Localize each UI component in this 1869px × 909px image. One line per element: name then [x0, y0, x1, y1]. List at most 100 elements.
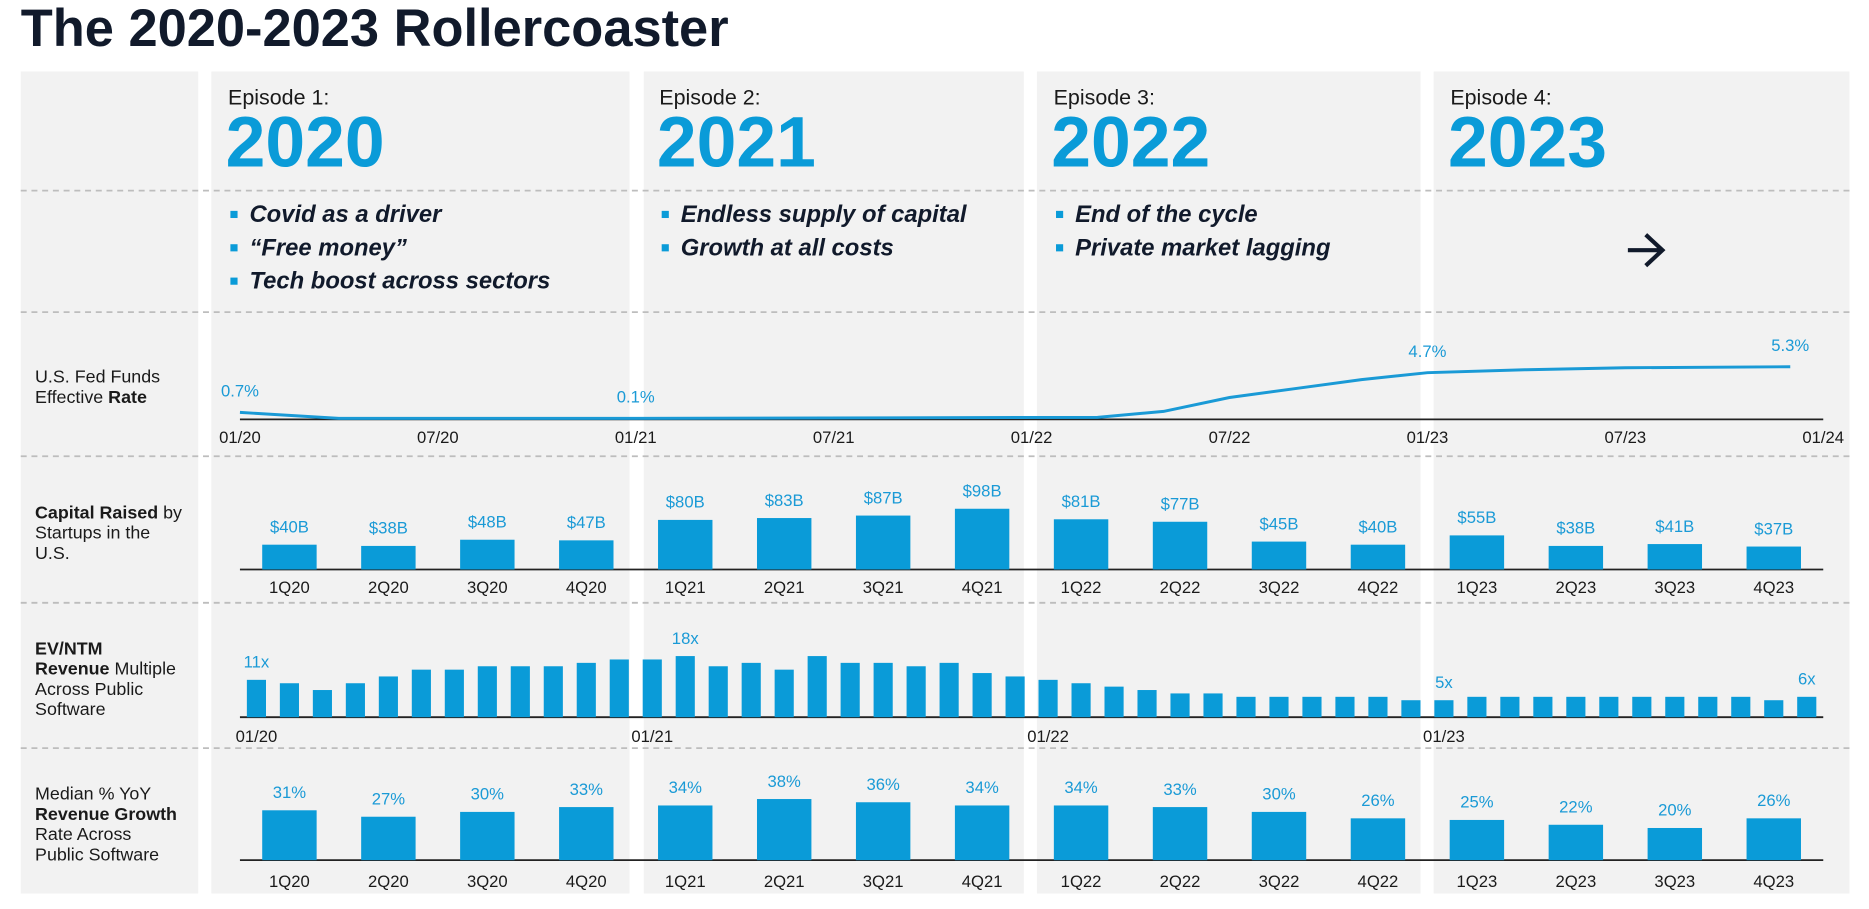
bar [855, 802, 911, 861]
bar [279, 683, 299, 718]
bar [1203, 693, 1223, 718]
x-tick-label: 07/23 [1604, 428, 1646, 447]
x-tick-label: 2Q21 [764, 872, 805, 891]
bar [246, 679, 267, 718]
x-tick-label: 1Q23 [1457, 578, 1498, 597]
row-label: Effective Rate [35, 387, 147, 407]
bar [1350, 544, 1406, 570]
data-label: 11x [244, 653, 270, 672]
row-label: Revenue Growth [35, 804, 177, 824]
bar [460, 811, 515, 861]
bar [708, 666, 728, 718]
episode-label: Episode 2: [659, 86, 760, 110]
bar [1251, 541, 1307, 570]
bar [1698, 696, 1718, 718]
bar [756, 518, 812, 570]
bar [460, 539, 515, 570]
bar [1368, 696, 1388, 718]
row-label: EV/NTM [35, 638, 102, 658]
bar [1764, 700, 1784, 718]
bar [361, 816, 416, 861]
x-tick-label: 4Q23 [1753, 578, 1794, 597]
bar [1053, 519, 1109, 570]
data-label: $77B [1161, 494, 1200, 513]
x-tick-label: 4Q23 [1753, 872, 1794, 891]
x-tick-label: 2Q20 [368, 578, 409, 597]
data-label: $45B [1260, 514, 1299, 533]
bullet-text: “Free money” [249, 234, 407, 261]
bar [262, 810, 317, 861]
x-tick-label: 4Q21 [962, 872, 1003, 891]
row-label-part: Capital Raised [35, 502, 158, 522]
bullet-text: Endless supply of capital [681, 201, 968, 228]
bar [1053, 805, 1109, 861]
bar [576, 662, 596, 718]
bar [658, 805, 713, 861]
data-label: $81B [1062, 492, 1101, 511]
bar [510, 666, 530, 718]
data-label: 27% [372, 789, 406, 808]
data-label: 6x [1798, 670, 1816, 689]
bar [741, 662, 761, 718]
bar [1152, 807, 1208, 861]
x-tick-label: 1Q22 [1061, 578, 1102, 597]
bar [1566, 696, 1586, 718]
bullet-marker [230, 277, 238, 285]
x-tick-label: 3Q21 [863, 872, 904, 891]
bar [1401, 700, 1421, 718]
x-tick-label: 4Q20 [566, 872, 607, 891]
data-label: 0.7% [221, 382, 259, 401]
x-tick-label: 3Q23 [1654, 872, 1695, 891]
row-label: Rate Across [35, 824, 131, 844]
bar [1548, 545, 1604, 570]
bar [1350, 818, 1406, 861]
x-tick-label: 1Q21 [665, 872, 706, 891]
bar [262, 544, 317, 570]
data-label: $80B [666, 493, 705, 512]
bar [855, 515, 911, 570]
data-label: $40B [1358, 517, 1397, 536]
data-label: 31% [273, 783, 307, 802]
episode-panel [211, 71, 630, 894]
bullet-text: Private market lagging [1075, 234, 1331, 261]
bullet-text: Tech boost across sectors [249, 268, 550, 295]
bar [756, 799, 812, 861]
x-tick-label: 2Q22 [1160, 872, 1201, 891]
bar [1647, 544, 1703, 570]
x-tick-label: 3Q22 [1259, 578, 1300, 597]
x-tick-label: 1Q21 [665, 578, 706, 597]
bar [939, 662, 959, 718]
bullet-marker [661, 210, 669, 219]
data-label: 36% [866, 775, 900, 794]
bar [1746, 546, 1801, 570]
episode-year: 2020 [226, 103, 385, 183]
bar [444, 669, 464, 718]
data-label: 4.7% [1408, 342, 1446, 361]
x-tick-label: 07/22 [1209, 428, 1251, 447]
bar [1005, 676, 1025, 718]
bar [1269, 696, 1289, 718]
bar [1548, 824, 1604, 861]
x-tick-label: 4Q22 [1358, 578, 1399, 597]
episode-label: Episode 1: [228, 86, 329, 110]
bar [1302, 696, 1322, 718]
rate-line [239, 365, 1791, 420]
x-tick-label: 01/20 [236, 727, 278, 746]
row-label-part: Multiple [109, 658, 176, 678]
x-tick-label: 01/20 [219, 428, 261, 447]
bar [543, 666, 563, 718]
row-label: Startups in the [35, 522, 150, 542]
x-tick-label: 01/21 [615, 428, 657, 447]
row-label: Across Public [35, 679, 143, 699]
bar [1137, 690, 1157, 718]
row-label-part: Public Software [35, 844, 159, 864]
bar [1038, 679, 1058, 718]
x-tick-label: 2Q20 [368, 872, 409, 891]
x-tick-label: 3Q20 [467, 578, 508, 597]
data-label: 0.1% [617, 388, 655, 407]
x-tick-label: 07/20 [417, 428, 459, 447]
panels [20, 71, 1850, 894]
data-label: 5x [1435, 673, 1453, 692]
x-tick-label: 01/22 [1027, 727, 1069, 746]
